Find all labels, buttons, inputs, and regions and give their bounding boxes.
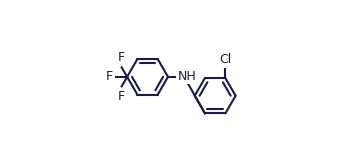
Text: F: F xyxy=(106,70,113,83)
Text: F: F xyxy=(118,51,125,64)
Text: NH: NH xyxy=(178,70,197,83)
Text: Cl: Cl xyxy=(219,53,232,66)
Text: F: F xyxy=(118,90,125,103)
